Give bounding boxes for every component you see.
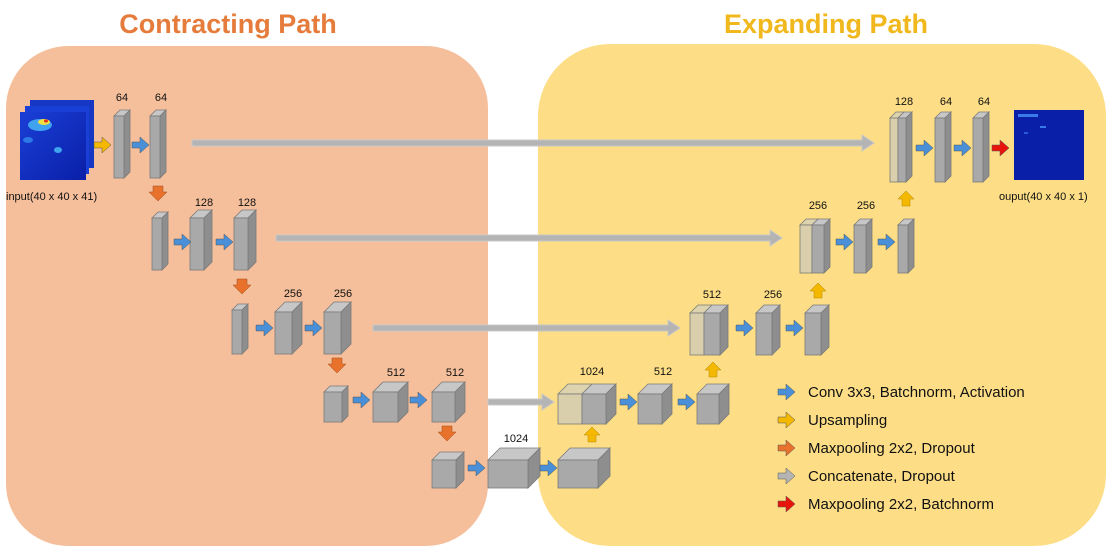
legend-item-label: Maxpooling 2x2, Batchnorm <box>808 496 994 513</box>
encoder2-conv2-channels: 128 <box>238 197 256 209</box>
upsample-arrow <box>809 282 827 299</box>
decoder2-conv-channels: 256 <box>857 200 875 212</box>
encoder3-conv2-channels: 256 <box>334 288 352 300</box>
maxpool-arrow <box>232 278 252 295</box>
legend-item-label: Concatenate, Dropout <box>808 468 956 485</box>
output-arrow <box>991 139 1010 157</box>
decoder4-upconv-channels: 1024 <box>580 366 604 378</box>
decoder-stage-4 <box>557 383 730 425</box>
conv-arrow <box>467 459 486 477</box>
legend-item-label: Upsampling <box>808 412 887 429</box>
conv-arrow <box>953 139 972 157</box>
legend-item-label: Maxpooling 2x2, Dropout <box>808 440 976 457</box>
decoder3-conv-channels: 256 <box>764 289 782 301</box>
concat-arrows <box>191 134 875 411</box>
legend: Conv 3x3, Batchnorm, Activation Upsamplin… <box>777 383 1025 513</box>
input-image-stack <box>20 100 94 180</box>
maxpool-arrow <box>327 357 347 374</box>
encoder2-conv1-channels: 128 <box>195 197 213 209</box>
encoder4-conv1-channels: 512 <box>387 367 405 379</box>
encoder1-conv2-channels: 64 <box>155 92 167 104</box>
decoder3-upconv-channels: 512 <box>703 289 721 301</box>
red-arrow-icon <box>777 495 796 513</box>
conv-arrow <box>539 459 558 477</box>
maxpool-arrow <box>437 425 457 442</box>
upsample-arrow <box>897 190 915 207</box>
input-arrow <box>93 136 112 154</box>
legend-item-label: Conv 3x3, Batchnorm, Activation <box>808 384 1025 401</box>
decoder1-upconv-channels: 128 <box>895 96 913 108</box>
conv-arrow <box>173 233 192 251</box>
encoder-stage-3 <box>231 301 352 355</box>
upsample-arrow <box>583 426 601 443</box>
encoder-stage-1 <box>113 109 167 179</box>
operation-arrows <box>93 136 1010 477</box>
input-label: input(40 x 40 x 41) <box>6 191 97 203</box>
conv-arrow <box>131 136 150 154</box>
decoder4-conv-channels: 512 <box>654 366 672 378</box>
bottleneck-channels: 1024 <box>504 433 528 445</box>
decoder2-upconv-channels: 256 <box>809 200 827 212</box>
conv-arrow <box>785 319 804 337</box>
maxpool-arrow <box>148 185 168 202</box>
output-label: ouput(40 x 40 x 1) <box>999 191 1088 203</box>
contracting-path-title: Contracting Path <box>119 9 337 39</box>
upsample-arrow <box>704 361 722 378</box>
decoder1-conv1-channels: 64 <box>940 96 952 108</box>
bottleneck-stage <box>431 447 611 489</box>
decoder-stage-3 <box>689 304 830 356</box>
output-image <box>1014 110 1084 180</box>
conv-arrow <box>735 319 754 337</box>
conv-arrow <box>835 233 854 251</box>
encoder4-conv2-channels: 512 <box>446 367 464 379</box>
conv-arrow <box>915 139 934 157</box>
encoder3-conv1-channels: 256 <box>284 288 302 300</box>
decoder-stage-1 <box>889 111 990 183</box>
expanding-path-title: Expanding Path <box>724 9 928 39</box>
decoder-stage-2 <box>799 218 915 274</box>
encoder-stage-2 <box>151 209 257 271</box>
gray-arrow-icon <box>777 467 796 485</box>
encoder-stage-4 <box>323 381 466 423</box>
conv-arrow <box>215 233 234 251</box>
conv-arrow <box>619 393 638 411</box>
conv-arrow <box>255 319 274 337</box>
decoder1-conv2-channels: 64 <box>978 96 990 108</box>
conv-arrow <box>352 391 371 409</box>
conv-arrow <box>304 319 323 337</box>
encoder1-conv1-channels: 64 <box>116 92 128 104</box>
conv-arrow <box>877 233 896 251</box>
conv-arrow <box>677 393 696 411</box>
conv-arrow <box>409 391 428 409</box>
blue-arrow-icon <box>777 383 796 401</box>
yellow-arrow-icon <box>777 411 796 429</box>
orange-arrow-icon <box>777 439 796 457</box>
